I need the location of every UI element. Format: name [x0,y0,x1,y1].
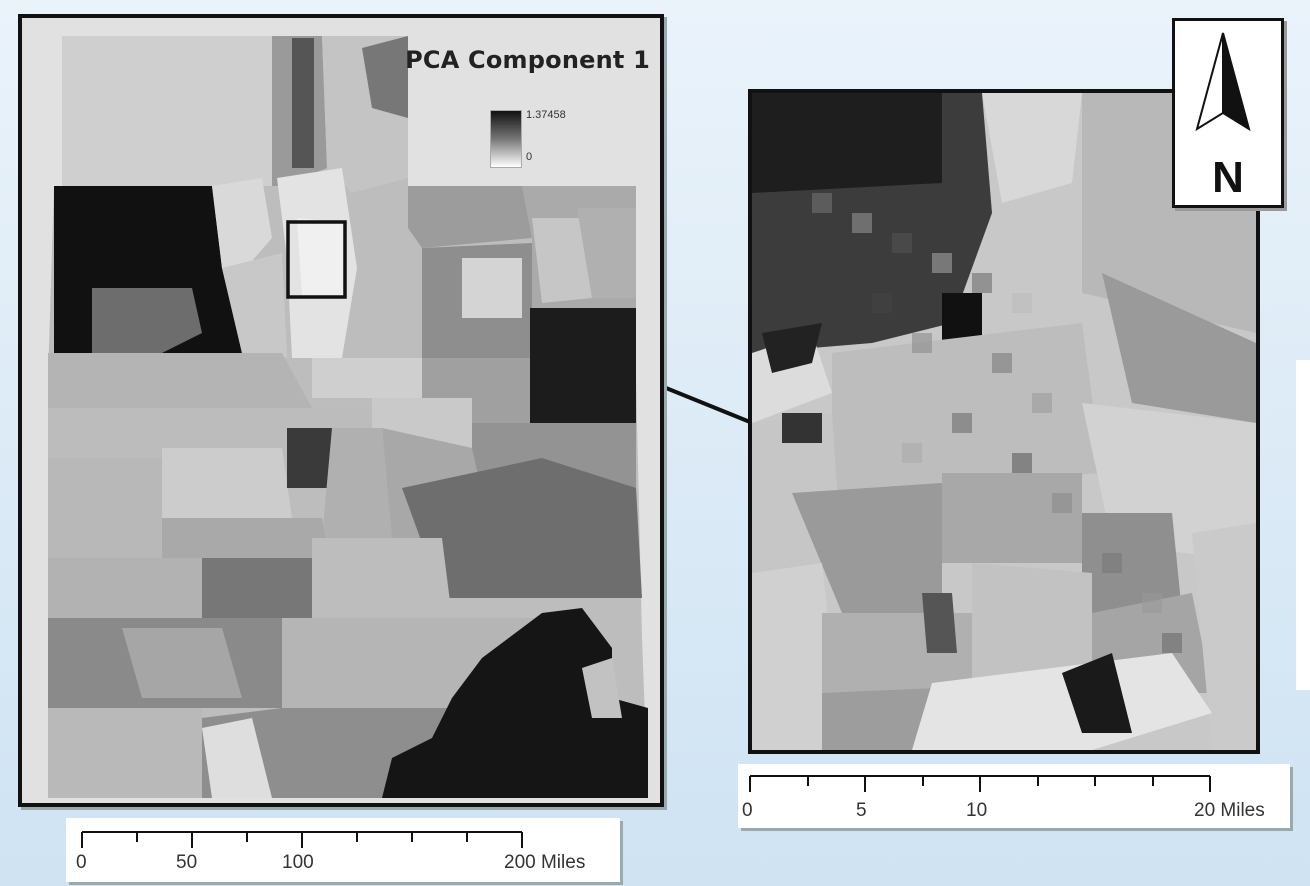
inset-scale-tick-10: 10 [966,800,988,821]
legend-min-label: 0 [526,151,533,163]
north-arrow-icon [1195,32,1251,132]
main-scale-tick-100: 100 [282,852,314,873]
legend-color-ramp [490,110,522,168]
legend: PCA Component 1 1.37458 0 [404,38,650,178]
legend-title: PCA Component 1 [405,46,650,74]
inset-scalebar: 0 5 10 20 Miles [738,764,1290,828]
north-arrow-box: N [1172,18,1284,208]
main-scalebar-ruler [81,831,523,848]
north-label: N [1212,153,1244,202]
main-scalebar: 0 50 100 200 Miles [66,818,620,882]
inset-scale-tick-20: 20 Miles [1194,800,1265,821]
legend-max-label: 1.37458 [526,109,566,121]
inset-map-frame[interactable] [748,89,1260,754]
main-map-frame[interactable]: PCA Component 1 1.37458 0 [18,14,664,807]
main-scale-tick-50: 50 [176,852,198,873]
main-map[interactable] [22,18,660,803]
inset-map[interactable] [752,93,1256,750]
main-scale-tick-200: 200 Miles [504,852,586,873]
main-scale-tick-0: 0 [76,852,87,873]
inset-scale-tick-5: 5 [856,800,867,821]
edge-panel [1296,360,1310,690]
inset-scalebar-ruler [749,775,1211,792]
inset-scale-tick-0: 0 [742,800,753,821]
